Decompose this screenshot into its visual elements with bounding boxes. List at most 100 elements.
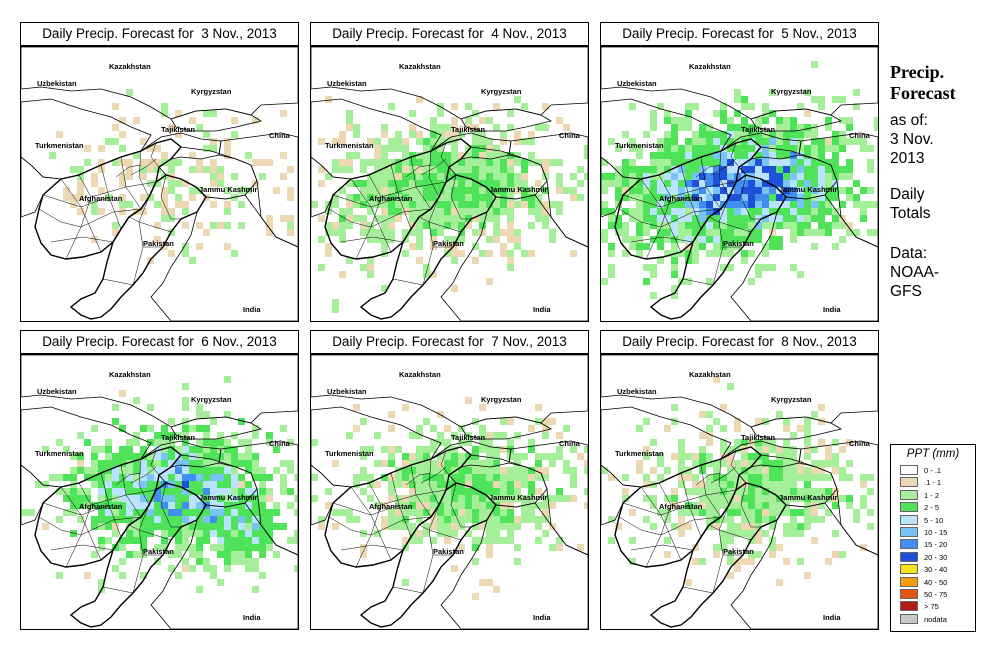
precip-cells [21,376,298,593]
precip-cell [629,159,636,166]
precip-cell [245,537,252,544]
precip-cell [416,495,423,502]
precip-cell [346,432,353,439]
precip-cell [147,467,154,474]
precip-cell [535,516,542,523]
precip-cell [238,558,245,565]
precip-cell [755,439,762,446]
totals-line: Daily [890,186,925,203]
precip-cell [832,187,839,194]
precip-cell [294,509,298,516]
legend-label: 1 - 2 [924,490,940,500]
precip-cell [720,166,727,173]
precip-cell [252,530,259,537]
precip-cell [678,509,685,516]
precip-cell [168,446,175,453]
precip-cell [720,131,727,138]
precip-cell [224,551,231,558]
precip-cell [154,432,161,439]
precip-cell [196,411,203,418]
precip-cell [182,565,189,572]
precip-cell [245,502,252,509]
precip-cell [713,201,720,208]
precip-cell [224,243,231,250]
precip-cell [189,509,196,516]
precip-cell [374,145,381,152]
precip-cell [451,124,458,131]
precip-cell [776,215,783,222]
precip-cell [608,271,615,278]
precip-cell [479,201,486,208]
precip-cell [514,180,521,187]
precip-cell [231,446,238,453]
precip-cell [867,145,874,152]
precip-cell [217,509,224,516]
precip-cell [374,460,381,467]
precip-cell [685,579,692,586]
precip-cell [388,208,395,215]
precip-cell [196,586,203,593]
precip-cell [706,523,713,530]
precip-cell [706,474,713,481]
precip-cell [430,173,437,180]
precip-cell [451,208,458,215]
precip-cell [685,229,692,236]
precip-cell [245,523,252,530]
precip-cell [811,488,818,495]
precip-cell [91,474,98,481]
precip-cell [168,565,175,572]
precip-cell [622,131,629,138]
precip-cell [493,481,500,488]
place-label: China [269,439,290,448]
precip-cell [161,516,168,523]
precip-cell [720,173,727,180]
precip-cell [273,551,280,558]
precip-cell [727,558,734,565]
precip-cell [818,229,825,236]
precip-cell [804,495,811,502]
precip-cell [706,159,713,166]
precip-cell [133,537,140,544]
precip-cell [430,215,437,222]
precip-cell [479,404,486,411]
precip-cell [769,215,776,222]
precip-cell [629,243,636,250]
precip-cell [486,502,493,509]
precip-cell [259,173,266,180]
precip-cell [252,453,259,460]
precip-cell [133,439,140,446]
precip-cell [395,180,402,187]
precip-cell [416,215,423,222]
precip-cell [762,495,769,502]
precip-cell [692,194,699,201]
precip-cell [416,502,423,509]
precip-cell [741,523,748,530]
precip-cell [259,509,266,516]
precip-cell [804,509,811,516]
precip-cell [423,530,430,537]
precip-cell [556,537,563,544]
precip-cell [353,474,360,481]
precip-cell [119,117,126,124]
precip-cell [748,488,755,495]
precip-cell [514,516,521,523]
precip-cell [479,131,486,138]
precip-cell [727,236,734,243]
precip-cell [755,236,762,243]
precip-cell [727,481,734,488]
precip-cell [423,180,430,187]
precip-cell [811,411,818,418]
precip-cell [133,453,140,460]
precip-cell [706,152,713,159]
precip-cell [776,509,783,516]
legend-swatch [900,551,918,562]
precip-cell [664,516,671,523]
precip-cell [713,523,720,530]
precip-cell [182,481,189,488]
precip-cell [528,446,535,453]
precip-cell [601,173,608,180]
precip-cell [147,425,154,432]
precip-cell [500,152,507,159]
precip-cell [63,474,70,481]
precip-cell [189,495,196,502]
